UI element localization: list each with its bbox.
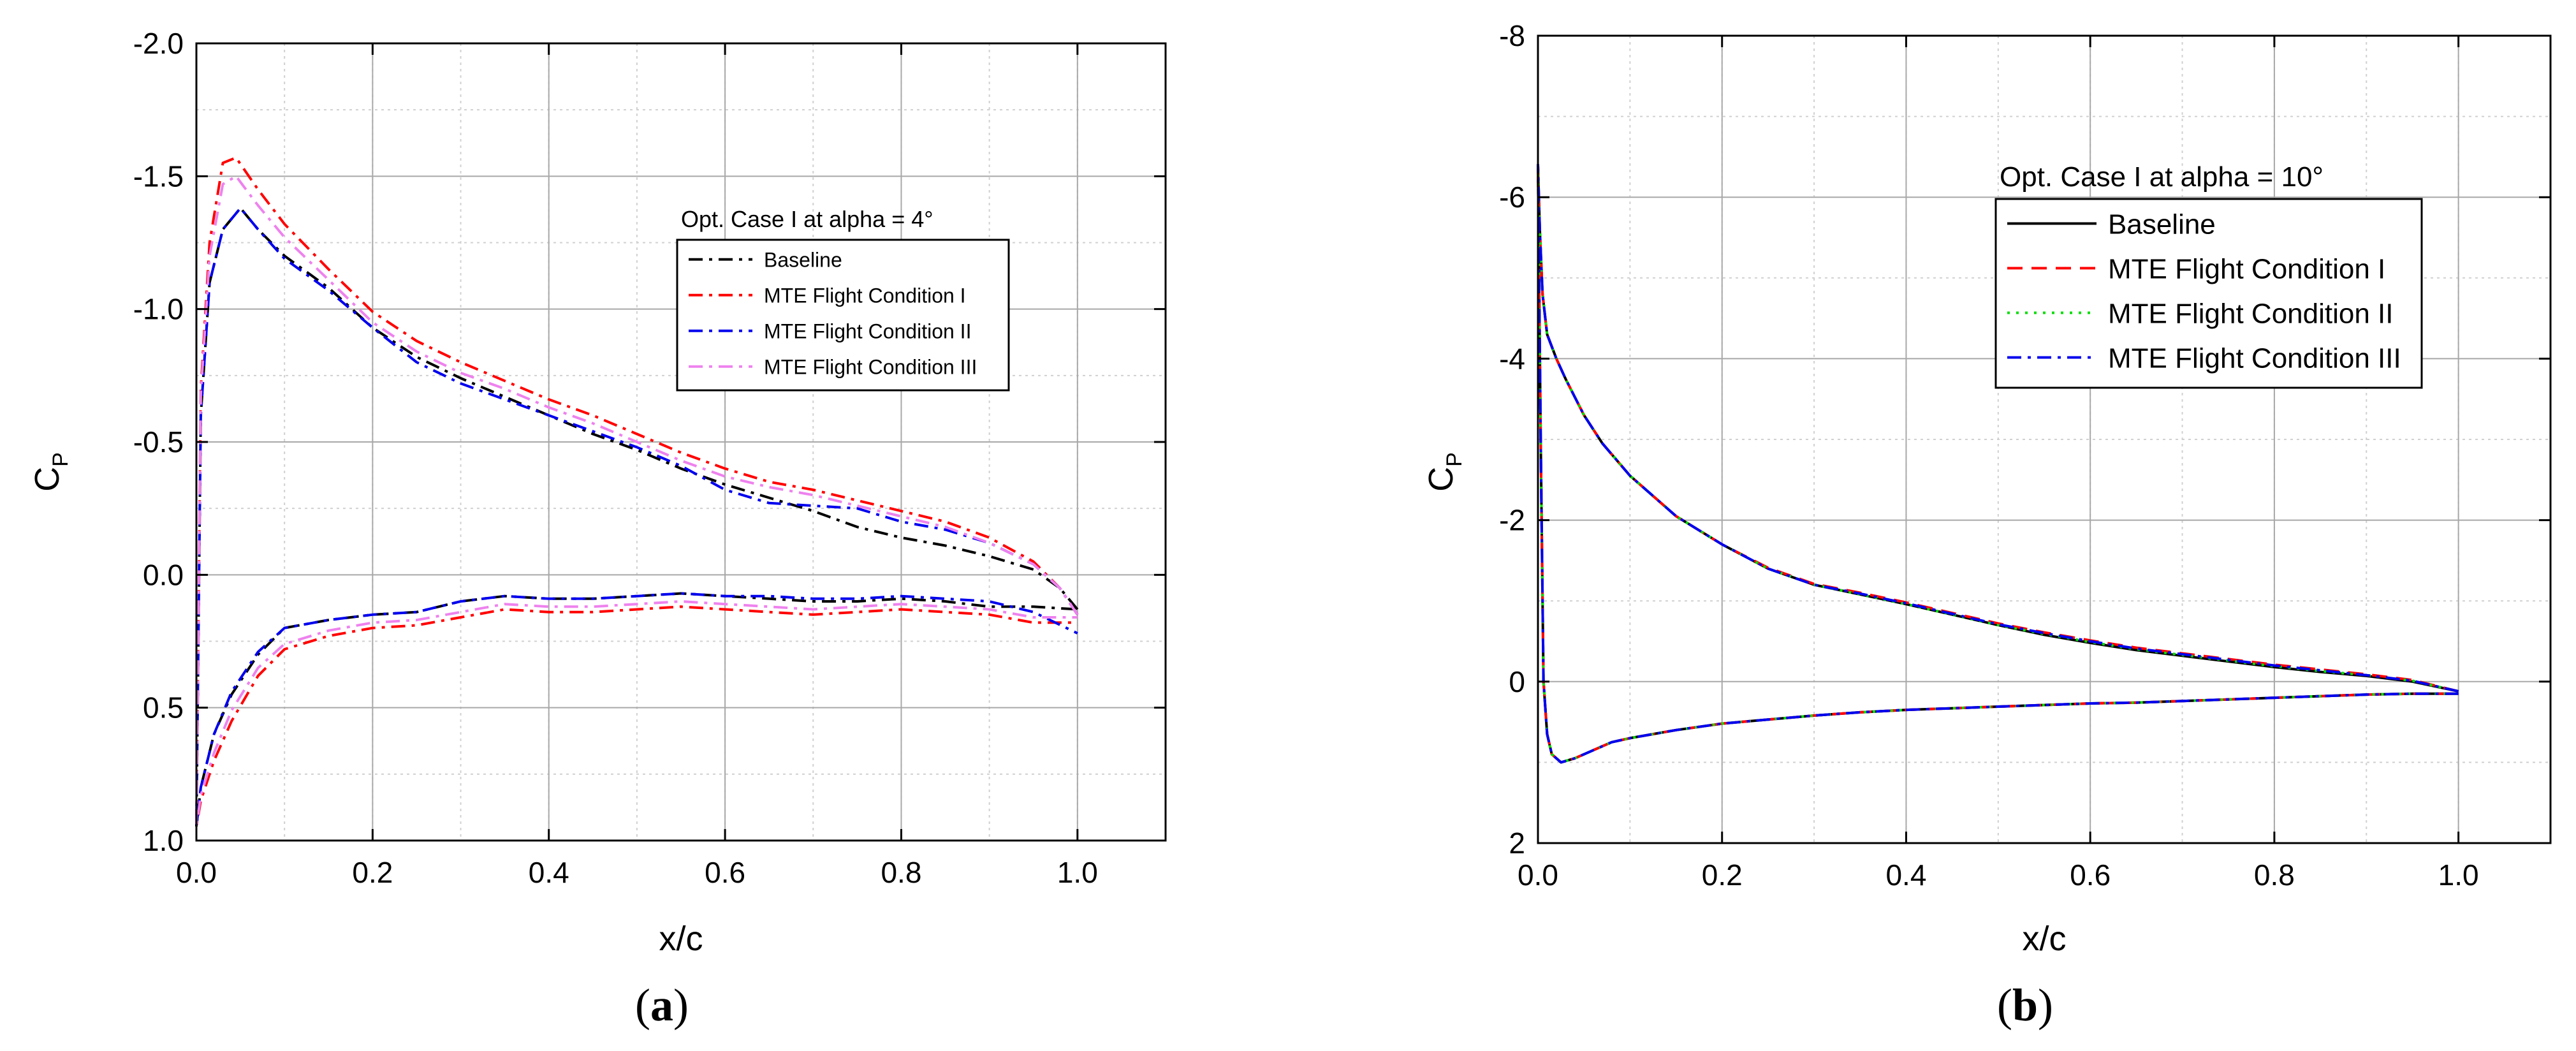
series-line-2 [195, 156, 1079, 829]
legend-box [1994, 198, 2423, 389]
y-axis-label: CP [28, 452, 73, 492]
y-tick-label: -8 [1499, 19, 1525, 52]
panel-label-open: ( [1997, 980, 2012, 1031]
legend-label-3: MTE Flight Condition II [764, 320, 971, 342]
legend-title: Opt. Case I at alpha = 4° [681, 206, 933, 232]
panel-label-letter: a [650, 980, 673, 1031]
legend-label-2: MTE Flight Condition I [764, 284, 966, 307]
y-tick-label: 0.0 [143, 558, 184, 591]
x-tick-label: 0.4 [529, 856, 569, 889]
x-axis-label: x/c [2022, 920, 2066, 958]
y-axis-label-subscript: P [1442, 452, 1467, 467]
legend-label-2: MTE Flight Condition I [2108, 253, 2385, 284]
x-tick-label: 0.8 [881, 856, 921, 889]
series-line-3 [195, 207, 1079, 829]
x-tick-label: 0.4 [1885, 858, 1926, 892]
legend-title: Opt. Case I at alpha = 10° [2000, 161, 2324, 193]
x-axis-label: x/c [659, 920, 703, 958]
x-tick-label: 1.0 [2438, 858, 2479, 892]
x-tick-label: 0.6 [2070, 858, 2111, 892]
legend-box [676, 239, 1010, 392]
legend-label-1: Baseline [764, 248, 842, 271]
panel-label: (a) [635, 980, 689, 1031]
y-tick-label: -1.0 [133, 293, 184, 326]
panel-label-open: ( [635, 980, 650, 1031]
chart-panel-b: 0.0 0.2 0.4 0.6 0.8 1.0 -8 -6 -4 -2 0 2 x/c CP Opt. Ca… [1422, 19, 2552, 1031]
panel-label-close: ) [673, 980, 689, 1031]
y-tick-label: -1.5 [133, 159, 184, 193]
y-tick-label: -4 [1499, 342, 1525, 375]
series-line-4 [195, 175, 1079, 829]
legend-label-3: MTE Flight Condition II [2108, 298, 2394, 329]
x-tick-label: 0.2 [1702, 858, 1743, 892]
y-tick-label: -2 [1499, 504, 1525, 537]
y-tick-label: -2.0 [133, 27, 184, 60]
series-line-4 [1537, 163, 2459, 764]
y-axis-label-main: C [1422, 467, 1460, 492]
y-tick-label: -0.5 [133, 425, 184, 459]
x-tick-label: 0.2 [352, 856, 393, 889]
y-axis-label-main: C [28, 467, 66, 492]
plot-frame [1537, 34, 2552, 844]
panel-label: (b) [1997, 980, 2053, 1031]
y-axis-label-subscript: P [48, 452, 73, 467]
y-tick-label: 2 [1509, 827, 1525, 860]
y-tick-label: 0 [1509, 665, 1525, 698]
y-tick-label: 0.5 [143, 691, 184, 724]
grid [1537, 35, 2551, 844]
y-tick-label: -6 [1499, 180, 1525, 214]
x-tick-label: 0.0 [176, 856, 217, 889]
x-tick-label: 1.0 [1057, 856, 1098, 889]
legend-label-4: MTE Flight Condition III [2108, 342, 2401, 374]
legend: Opt. Case I at alpha = 10° Baseline MTE Fl… [1994, 161, 2423, 389]
legend-label-4: MTE Flight Condition III [764, 355, 977, 378]
x-tick-label: 0.8 [2254, 858, 2295, 892]
y-tick-label: 1.0 [143, 824, 184, 857]
y-axis-label: CP [1422, 452, 1467, 492]
x-tick-label: 0.6 [705, 856, 745, 889]
x-tick-label: 0.0 [1518, 858, 1558, 892]
legend-label-1: Baseline [2108, 209, 2216, 240]
chart-panel-a: 0.0 0.2 0.4 0.6 0.8 1.0 -2.0 -1.5 -1.0 -0.5 0.0 0.5… [28, 27, 1167, 1031]
panel-label-letter: b [2012, 980, 2038, 1031]
grid [196, 43, 1166, 841]
legend: Opt. Case I at alpha = 4° Baseline MTE Fli… [676, 206, 1010, 392]
panel-label-close: ) [2038, 980, 2053, 1031]
